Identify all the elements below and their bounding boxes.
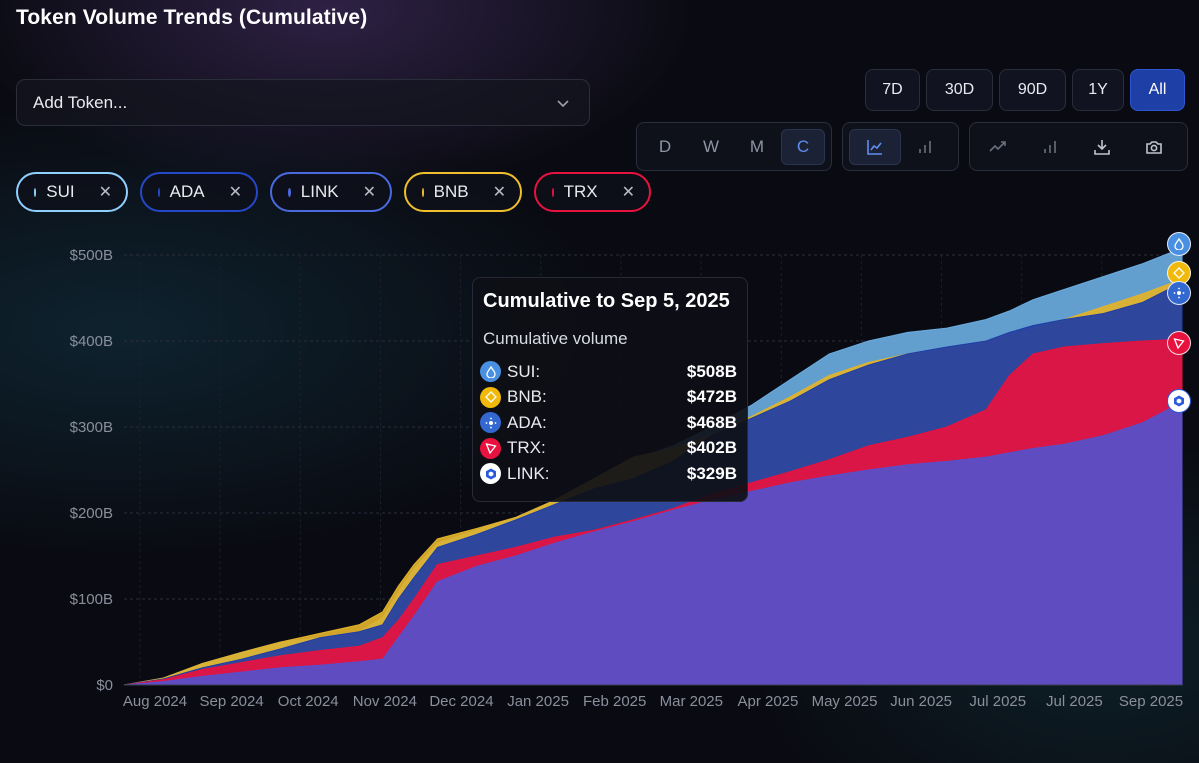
remove-token-icon[interactable]: ✕	[492, 184, 506, 201]
x-tick-label: Jun 2025	[890, 693, 952, 710]
token-chip-link[interactable]: LINK ✕	[270, 172, 392, 212]
range-all-button[interactable]: All	[1130, 69, 1185, 111]
x-tick-label: Mar 2025	[660, 693, 723, 710]
token-chip-trx[interactable]: TRX ✕	[534, 172, 651, 212]
tooltip-row: ADA: $468B	[480, 410, 737, 436]
token-color-dot	[34, 187, 37, 197]
granularity-weekly-button[interactable]: W	[702, 136, 720, 156]
add-token-placeholder: Add Token...	[33, 92, 128, 112]
remove-token-icon[interactable]: ✕	[362, 184, 376, 201]
tooltip-row: BNB: $472B	[480, 385, 737, 411]
tooltip-subtitle: Cumulative volume	[483, 329, 628, 348]
token-chip-label: TRX	[563, 182, 598, 201]
y-tick-label: $200B	[70, 505, 113, 522]
y-tick-label: $100B	[70, 591, 113, 608]
tooltip-token-name: BNB:	[507, 387, 547, 407]
tooltip-row: TRX: $402B	[480, 436, 737, 462]
token-chip-ada[interactable]: ADA ✕	[140, 172, 258, 212]
token-color-dot	[288, 187, 291, 197]
tooltip-token-name: SUI:	[507, 361, 541, 381]
tooltip-token-value: $508B	[686, 361, 737, 381]
x-tick-label: Nov 2024	[353, 693, 417, 710]
range-90d-button[interactable]: 90D	[999, 69, 1066, 111]
time-range-selector: 7D 30D 90D 1Y All	[865, 69, 1185, 111]
x-tick-label: Apr 2025	[737, 693, 798, 710]
bnb-icon	[1167, 261, 1191, 285]
x-tick-label: Oct 2024	[278, 693, 339, 710]
tooltip-token-name: ADA:	[507, 412, 547, 432]
page-title: Token Volume Trends (Cumulative)	[16, 6, 368, 29]
tooltip-token-value: $468B	[686, 412, 737, 432]
line-chart-icon	[867, 139, 882, 155]
chart-tooltip: Cumulative to Sep 5, 2025 Cumulative vol…	[472, 277, 748, 502]
remove-token-icon[interactable]: ✕	[621, 184, 635, 201]
x-tick-label: Jul 2025	[1046, 693, 1103, 710]
x-tick-label: Jul 2025	[969, 693, 1026, 710]
tooltip-row: SUI: $508B	[480, 359, 737, 385]
ada-icon	[480, 412, 501, 434]
bar-chart-icon	[919, 140, 931, 153]
x-tick-label: Jan 2025	[507, 693, 569, 710]
camera-icon	[1146, 140, 1162, 154]
tooltip-token-value: $402B	[686, 438, 737, 458]
bnb-icon	[480, 386, 501, 408]
granularity-selector: D W M C	[636, 122, 832, 171]
link-icon	[1167, 389, 1191, 413]
token-color-dot	[422, 187, 424, 197]
screenshot-button[interactable]	[1132, 129, 1176, 165]
tooltip-token-name: LINK:	[507, 463, 550, 483]
granularity-cumulative-button[interactable]: C	[781, 128, 825, 165]
tooltip-token-name: TRX:	[507, 438, 546, 458]
granularity-monthly-button[interactable]: M	[749, 136, 765, 156]
token-color-dot	[552, 187, 554, 197]
bar-chart-icon	[1044, 140, 1056, 153]
remove-token-icon[interactable]: ✕	[98, 184, 112, 201]
y-tick-label: $300B	[70, 419, 113, 436]
token-chip-bnb[interactable]: BNB ✕	[404, 172, 522, 212]
range-1y-button[interactable]: 1Y	[1072, 69, 1124, 111]
tooltip-token-value: $329B	[686, 463, 737, 483]
add-token-dropdown[interactable]: Add Token...	[16, 79, 590, 126]
download-icon	[1094, 139, 1110, 155]
range-30d-button[interactable]: 30D	[926, 69, 993, 111]
ada-icon	[1167, 281, 1191, 305]
trend-button[interactable]	[976, 129, 1020, 165]
stats-button[interactable]	[1028, 129, 1072, 165]
x-tick-label: Aug 2024	[123, 693, 187, 710]
remove-token-icon[interactable]: ✕	[228, 184, 242, 201]
trx-icon	[480, 437, 501, 459]
token-chip-label: LINK	[300, 182, 339, 201]
chart-type-selector	[842, 122, 959, 171]
trx-icon	[1167, 331, 1191, 355]
x-tick-label: Sep 2024	[199, 693, 263, 710]
token-chip-sui[interactable]: SUI ✕	[16, 172, 128, 212]
chevron-down-icon	[557, 100, 569, 108]
token-color-dot	[158, 187, 160, 197]
token-chip-label: SUI	[46, 182, 75, 201]
token-chip-label: BNB	[433, 182, 469, 201]
y-tick-label: $500B	[70, 247, 113, 264]
bar-chart-button[interactable]	[903, 129, 947, 165]
y-tick-label: $400B	[70, 333, 113, 350]
granularity-daily-button[interactable]: D	[658, 136, 672, 156]
selected-tokens: SUI ✕ ADA ✕ LINK ✕ BNB ✕ TRX ✕	[16, 172, 651, 212]
download-button[interactable]	[1080, 129, 1124, 165]
area-chart-button[interactable]	[849, 128, 901, 165]
token-chip-label: ADA	[169, 182, 205, 201]
trending-up-icon	[989, 140, 1006, 152]
x-tick-label: Feb 2025	[583, 693, 646, 710]
area-series-link	[123, 401, 1183, 686]
x-tick-label: Sep 2025	[1119, 693, 1183, 710]
tooltip-token-value: $472B	[686, 387, 737, 407]
sui-icon	[480, 361, 501, 383]
link-icon	[480, 463, 501, 485]
tooltip-title: Cumulative to Sep 5, 2025	[483, 290, 730, 312]
x-tick-label: May 2025	[812, 693, 878, 710]
sui-icon	[1167, 232, 1191, 256]
x-tick-label: Dec 2024	[429, 693, 493, 710]
chart-tools	[969, 122, 1188, 171]
range-7d-button[interactable]: 7D	[865, 69, 920, 111]
tooltip-row: LINK: $329B	[480, 461, 737, 487]
y-tick-label: $0	[96, 677, 113, 694]
